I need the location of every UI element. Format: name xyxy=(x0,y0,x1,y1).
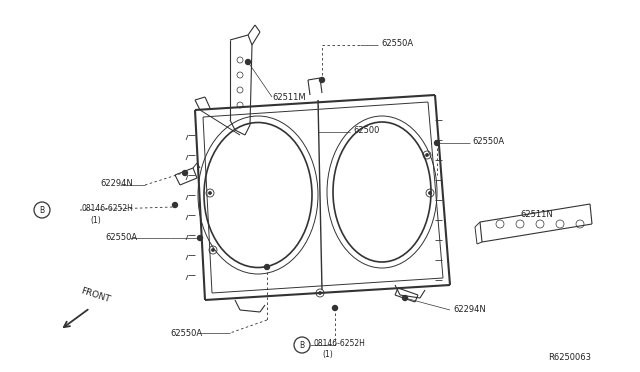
Text: (1): (1) xyxy=(322,350,333,359)
Text: R6250063: R6250063 xyxy=(548,353,591,362)
Circle shape xyxy=(182,170,188,176)
Circle shape xyxy=(403,295,408,301)
Circle shape xyxy=(264,264,269,269)
Text: B: B xyxy=(300,340,305,350)
Text: 62500: 62500 xyxy=(353,125,380,135)
Text: 62550A: 62550A xyxy=(381,38,413,48)
Text: 62294N: 62294N xyxy=(453,305,486,314)
Circle shape xyxy=(212,249,214,251)
Circle shape xyxy=(333,305,337,311)
Text: 62511M: 62511M xyxy=(272,93,306,102)
Text: FRONT: FRONT xyxy=(80,286,112,304)
Circle shape xyxy=(209,192,211,194)
Text: 08146-6252H: 08146-6252H xyxy=(314,339,366,347)
Circle shape xyxy=(435,141,440,145)
Circle shape xyxy=(173,202,177,208)
Text: 62550A: 62550A xyxy=(105,232,137,241)
Circle shape xyxy=(319,77,324,83)
Text: 62550A: 62550A xyxy=(170,328,202,337)
Circle shape xyxy=(426,154,428,156)
Text: B: B xyxy=(40,205,45,215)
Circle shape xyxy=(319,292,321,294)
Text: 08146-6252H: 08146-6252H xyxy=(82,203,134,212)
Text: 62294N: 62294N xyxy=(100,179,132,187)
Circle shape xyxy=(429,192,431,194)
Circle shape xyxy=(246,60,250,64)
Text: 62550A: 62550A xyxy=(472,137,504,145)
Text: 62511N: 62511N xyxy=(520,209,553,218)
Text: (1): (1) xyxy=(90,215,100,224)
Circle shape xyxy=(198,235,202,241)
